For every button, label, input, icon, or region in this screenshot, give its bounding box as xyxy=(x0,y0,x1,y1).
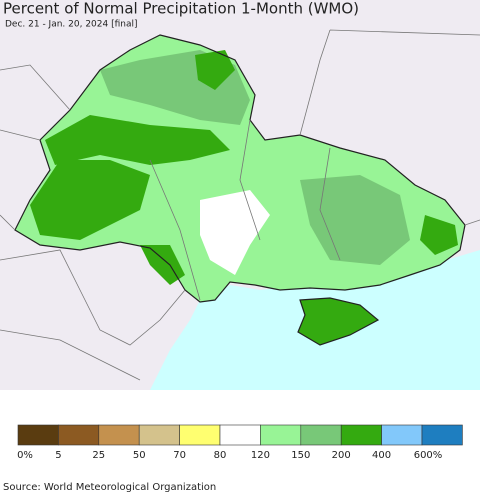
region xyxy=(30,160,150,240)
region xyxy=(200,190,270,275)
legend-label: 120 xyxy=(251,450,270,461)
legend-label: 400 xyxy=(372,450,391,461)
legend-swatch xyxy=(421,424,463,446)
region xyxy=(300,175,410,265)
source: Source: World Meteorological Organizatio… xyxy=(3,482,216,493)
legend-swatch xyxy=(17,424,59,446)
subtitle: Dec. 21 - Jan. 20, 2024 [final] xyxy=(5,20,138,30)
crimea xyxy=(298,298,378,345)
legend-swatch xyxy=(138,424,180,446)
legend-label: 80 xyxy=(214,450,227,461)
region xyxy=(420,215,458,255)
legend-swatch xyxy=(340,424,382,446)
legend-label: 25 xyxy=(92,450,105,461)
legend-label: 200 xyxy=(332,450,351,461)
legend: 0% 5 25 50 70 80 120 150 200 400 600% xyxy=(17,424,463,461)
crimea-border xyxy=(297,297,380,346)
legend-label: 0% xyxy=(17,450,33,461)
region xyxy=(195,50,235,90)
region xyxy=(45,115,230,165)
legend-swatch xyxy=(381,424,423,446)
legend-swatch xyxy=(98,424,140,446)
legend-label: 150 xyxy=(291,450,310,461)
legend-label: 600% xyxy=(414,450,443,461)
legend-label: 50 xyxy=(133,450,146,461)
legend-swatch xyxy=(179,424,221,446)
legend-swatch xyxy=(219,424,261,446)
region xyxy=(140,245,185,285)
title: Percent of Normal Precipitation 1-Month … xyxy=(3,0,359,18)
legend-swatch xyxy=(58,424,100,446)
legend-label: 5 xyxy=(55,450,61,461)
border xyxy=(0,29,480,381)
legend-label: 70 xyxy=(173,450,186,461)
legend-swatch xyxy=(260,424,302,446)
legend-swatch xyxy=(300,424,342,446)
